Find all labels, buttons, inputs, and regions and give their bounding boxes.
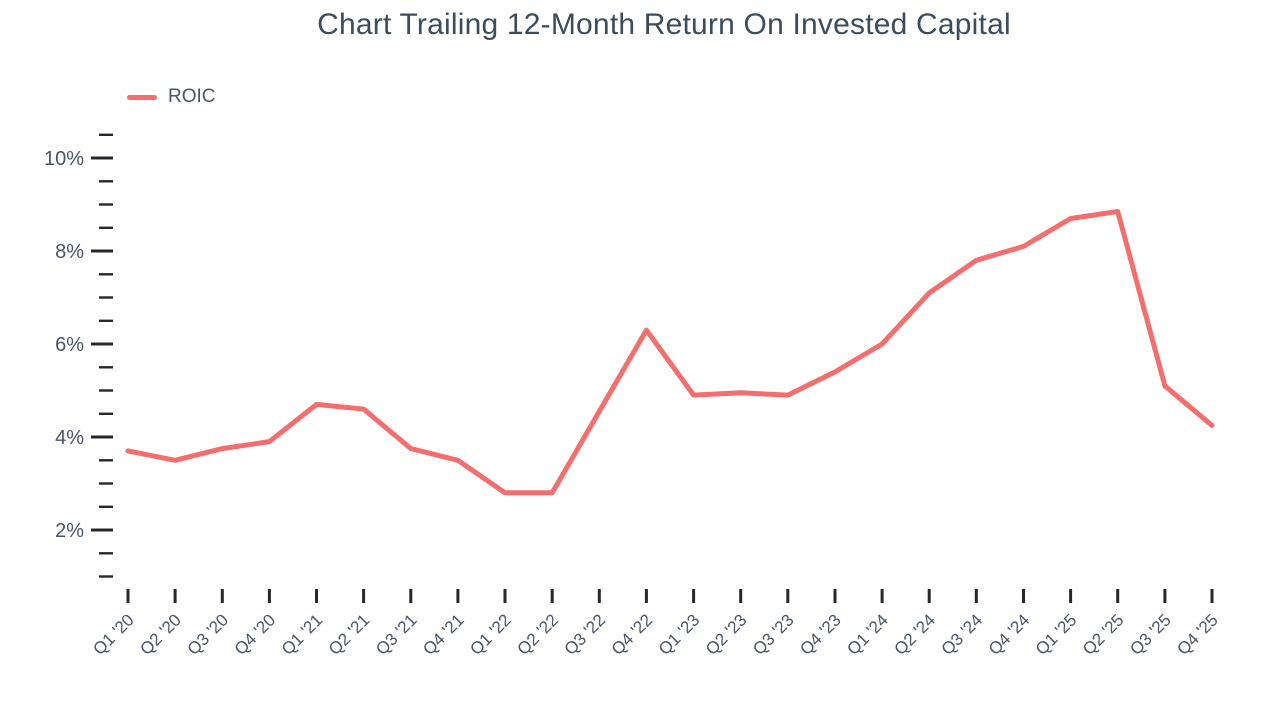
x-axis-label: Q2 '24	[891, 610, 939, 658]
x-axis-label: Q1 '21	[278, 610, 326, 658]
y-axis-label: 8%	[55, 241, 84, 263]
x-axis-label: Q3 '25	[1126, 610, 1174, 658]
x-axis-label: Q4 '20	[231, 610, 279, 658]
x-axis-label: Q1 '20	[89, 610, 137, 658]
x-axis-label: Q2 '20	[136, 610, 184, 658]
x-axis-label: Q3 '20	[184, 610, 232, 658]
x-axis-label: Q2 '21	[325, 610, 373, 658]
legend-line-swatch	[127, 94, 157, 100]
x-axis-label: Q1 '23	[655, 610, 703, 658]
chart-title: Chart Trailing 12-Month Return On Invest…	[317, 8, 1011, 41]
x-axis-label: Q4 '23	[796, 610, 844, 658]
x-axis-label: Q4 '24	[985, 610, 1033, 658]
x-axis-label: Q1 '24	[843, 610, 891, 658]
x-axis-label: Q2 '25	[1079, 610, 1127, 658]
x-axis-label: Q2 '22	[514, 610, 562, 658]
legend-label-roic: ROIC	[168, 86, 216, 107]
y-axis-label: 6%	[55, 334, 84, 356]
x-axis-label: Q3 '24	[938, 610, 986, 658]
y-axis-label: 4%	[55, 427, 84, 449]
x-axis-label: Q1 '25	[1032, 610, 1080, 658]
legend: ROIC	[127, 86, 216, 108]
y-axis-label: 10%	[44, 148, 84, 170]
x-axis-label: Q3 '21	[372, 610, 420, 658]
roic-line	[125, 209, 1215, 496]
x-axis-label: Q4 '21	[419, 610, 467, 658]
x-axis-label: Q2 '23	[702, 610, 750, 658]
y-axis-label: 2%	[55, 520, 84, 542]
x-axis-label: Q4 '22	[608, 610, 656, 658]
x-axis-label: Q4 '25	[1173, 610, 1221, 658]
x-axis-label: Q1 '22	[466, 610, 514, 658]
x-axis-label: Q3 '23	[749, 610, 797, 658]
x-axis-label: Q3 '22	[561, 610, 609, 658]
